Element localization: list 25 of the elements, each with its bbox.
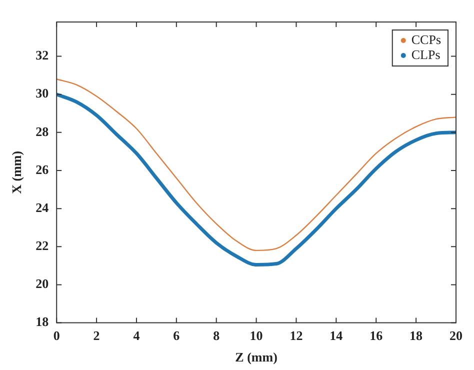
y-tick-label: 18 (36, 314, 50, 330)
x-tick-label: 18 (410, 328, 424, 343)
x-tick-label: 4 (133, 328, 140, 343)
x-tick-label: 12 (290, 328, 303, 343)
x-tick-label: 16 (370, 328, 384, 343)
y-axis-title: X (mm) (9, 150, 24, 194)
x-axis-title: Z (mm) (235, 350, 278, 365)
x-tick-label: 2 (93, 328, 100, 343)
line-series (56, 78, 456, 252)
line-series (56, 92, 456, 266)
legend-label: CLPs (411, 46, 440, 62)
x-tick-label: 0 (53, 328, 60, 343)
y-tick-label: 30 (36, 86, 49, 101)
x-tick-label: 10 (250, 328, 263, 343)
y-tick-label: 26 (36, 162, 50, 177)
legend-label: CCPs (411, 32, 442, 47)
y-tick-label: 22 (36, 238, 49, 254)
y-tick-label: 32 (36, 48, 49, 63)
y-tick-label: 28 (36, 124, 50, 139)
x-tick-label: 14 (330, 328, 344, 343)
x-tick-label: 6 (173, 328, 180, 343)
x-tick-label: 8 (213, 328, 220, 343)
y-tick-label: 20 (36, 276, 49, 292)
x-tick-label: 20 (450, 328, 462, 343)
y-tick-label: 24 (36, 200, 50, 215)
